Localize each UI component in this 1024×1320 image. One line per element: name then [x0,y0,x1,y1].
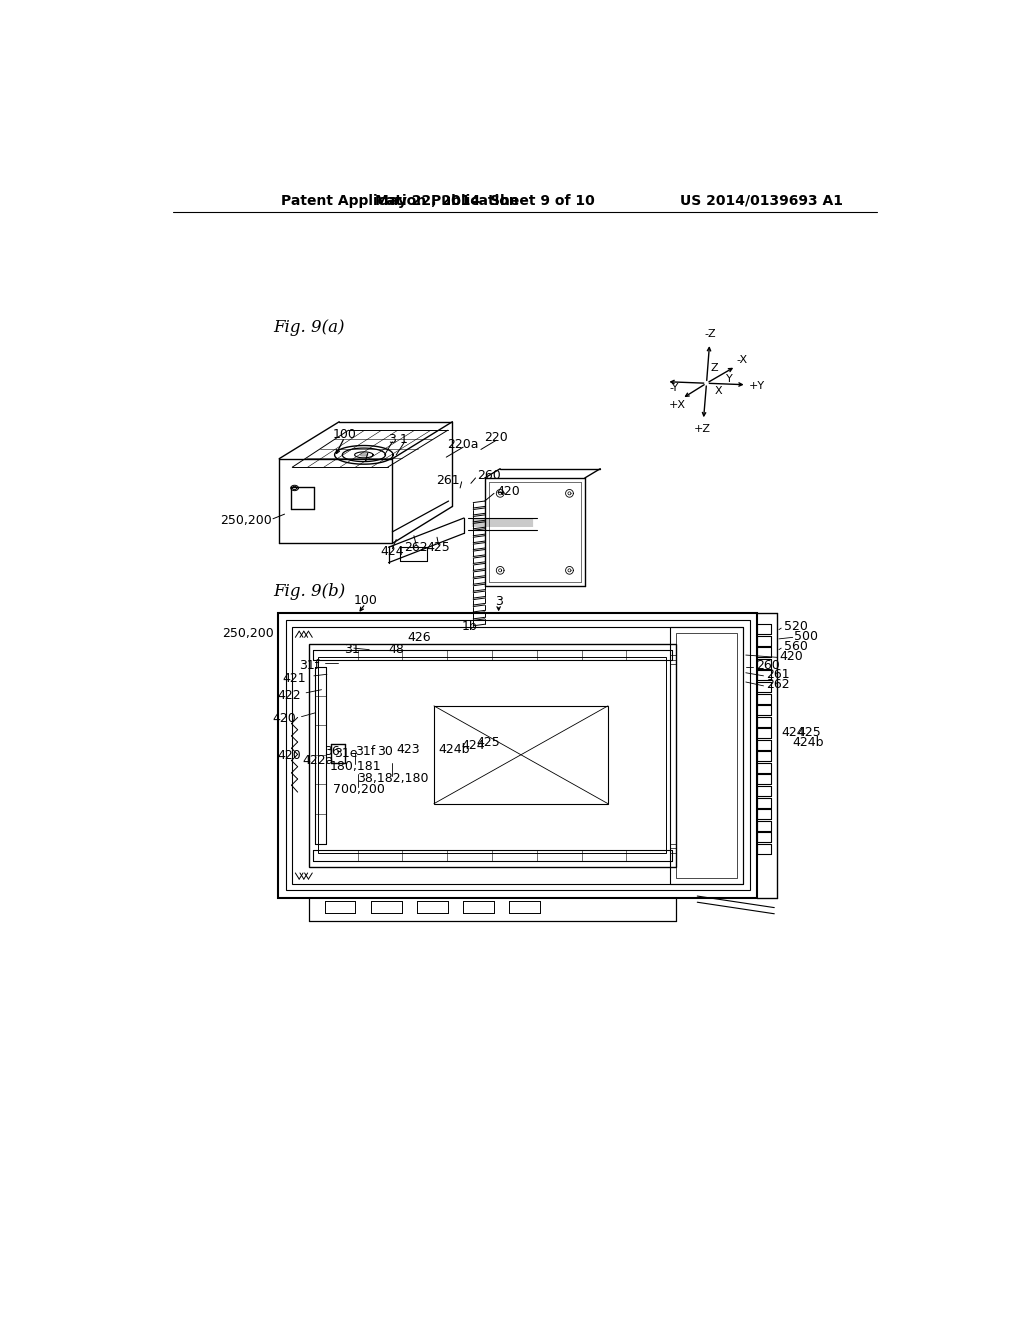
Text: 261: 261 [766,668,790,681]
Text: 425: 425 [798,726,821,739]
Text: Patent Application Publication: Patent Application Publication [281,194,518,207]
Text: Z: Z [711,363,718,372]
Text: -Y: -Y [670,383,679,393]
Text: Fig. 9(a): Fig. 9(a) [273,319,344,337]
Text: 180,181: 180,181 [330,760,381,774]
Text: 31f: 31f [299,659,319,672]
Text: 425: 425 [427,541,451,554]
Text: 420: 420 [278,748,301,762]
Text: 425: 425 [477,735,501,748]
Text: 560: 560 [783,640,807,653]
Text: 424: 424 [381,545,404,557]
Text: 250,200: 250,200 [222,627,273,640]
Text: 1b: 1b [462,620,477,634]
Text: 262: 262 [766,677,790,690]
Bar [279,612,758,898]
Text: 1: 1 [400,433,408,446]
Text: 260: 260 [756,659,779,672]
Text: X: X [715,385,723,396]
Text: 100: 100 [333,428,356,441]
Text: 250,200: 250,200 [220,513,271,527]
Polygon shape [360,454,368,457]
Bar [309,644,676,867]
Text: 38,182,180: 38,182,180 [356,772,428,785]
Text: 424: 424 [462,739,485,751]
Text: -Z: -Z [705,329,716,339]
Text: 48: 48 [388,643,404,656]
Bar [677,632,737,878]
Text: 420: 420 [497,484,520,498]
Text: 3: 3 [495,595,503,609]
Text: 420: 420 [272,713,296,726]
Text: Y: Y [726,375,733,384]
Text: 30: 30 [377,744,392,758]
Text: 423: 423 [396,743,420,756]
Text: 261: 261 [436,474,460,487]
Text: 422: 422 [278,689,301,702]
Text: 426: 426 [408,631,431,644]
Text: Fig. 9(b): Fig. 9(b) [273,583,345,601]
Text: 31f: 31f [355,744,376,758]
Text: 500: 500 [795,630,818,643]
Text: 700,200: 700,200 [333,783,384,796]
Text: 520: 520 [783,620,807,634]
Text: 36: 36 [325,744,340,758]
Bar [292,627,743,884]
Text: 3: 3 [388,433,396,446]
Text: 420: 420 [779,649,804,663]
Text: 424: 424 [781,726,805,739]
Text: +Z: +Z [694,425,712,434]
Text: US 2014/0139693 A1: US 2014/0139693 A1 [681,194,844,207]
Text: 424b: 424b [438,743,470,756]
Text: 31e: 31e [335,747,358,760]
Text: 220a: 220a [447,438,479,451]
Text: 424b: 424b [793,735,824,748]
Text: 260: 260 [477,469,501,482]
Bar [671,627,743,884]
Text: 100: 100 [353,594,378,607]
Text: +X: +X [669,400,686,409]
Bar [434,706,608,804]
Text: 421: 421 [283,672,306,685]
Text: 422a: 422a [303,754,334,767]
Text: 31: 31 [344,643,360,656]
Text: -X: -X [736,355,748,366]
Bar [286,620,750,890]
Text: 220: 220 [483,432,508,445]
Text: 262: 262 [403,541,427,554]
Text: +Y: +Y [749,380,765,391]
Text: May 22, 2014  Sheet 9 of 10: May 22, 2014 Sheet 9 of 10 [375,194,595,207]
Bar [318,657,667,853]
